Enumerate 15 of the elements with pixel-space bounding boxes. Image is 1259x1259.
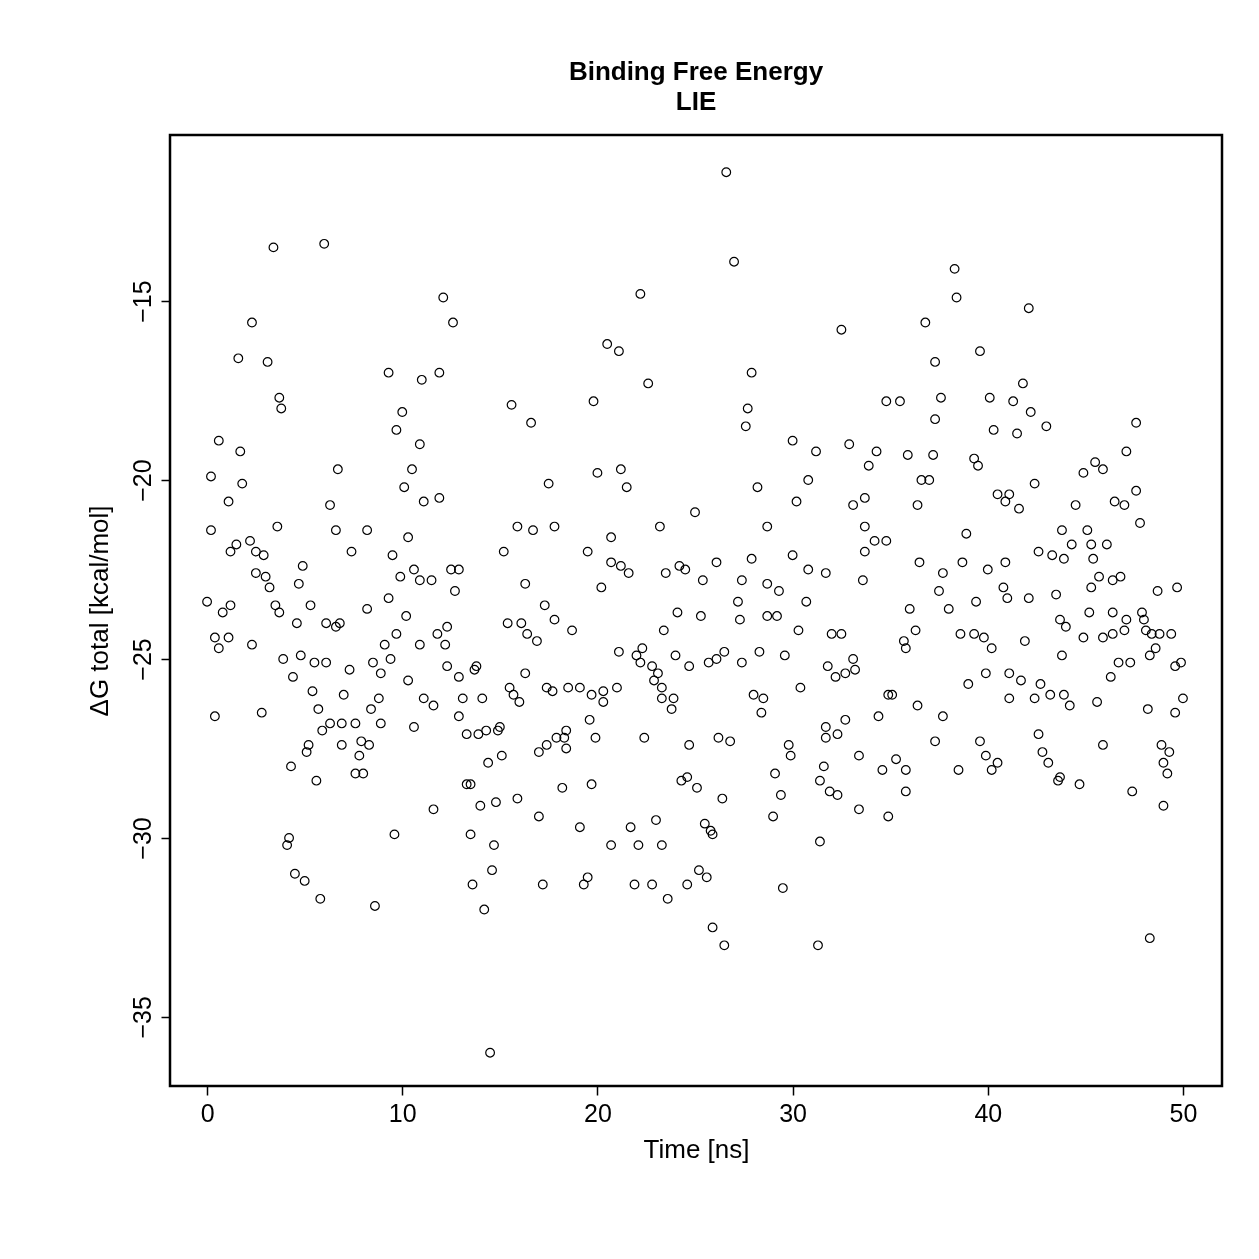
x-tick-label: 0 <box>200 1098 215 1127</box>
x-axis-title: Time [ns] <box>643 1133 750 1164</box>
y-tick-label: −35 <box>127 996 156 1039</box>
x-tick-label: 10 <box>388 1098 417 1127</box>
x-tick-label: 50 <box>1169 1098 1198 1127</box>
y-tick-label: −15 <box>127 280 156 323</box>
x-tick-label: 40 <box>974 1098 1003 1127</box>
x-tick-label: 20 <box>584 1098 612 1127</box>
chart-subtitle: LIE <box>675 86 717 116</box>
chart-title: Binding Free Energy <box>568 56 824 86</box>
x-tick-label: 30 <box>779 1098 808 1127</box>
y-tick-label: −30 <box>127 817 156 860</box>
y-axis-title: ΔG total [kcal/mol] <box>83 505 114 717</box>
y-tick-label: −20 <box>127 459 156 502</box>
y-tick-label: −25 <box>127 638 156 681</box>
